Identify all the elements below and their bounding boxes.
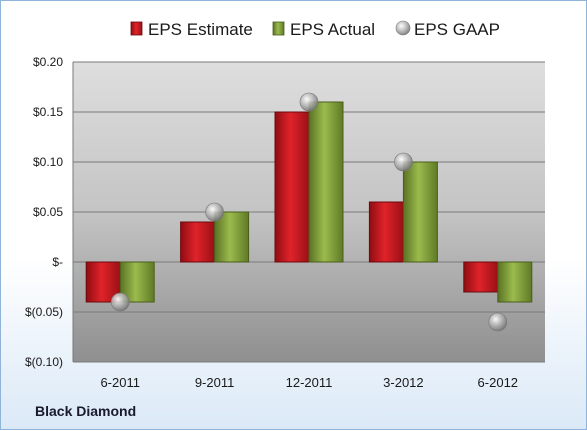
y-tick-label: $(0.05) xyxy=(25,305,63,319)
eps-actual-bar xyxy=(308,101,344,263)
y-tick-label: $0.10 xyxy=(33,155,63,169)
eps-actual-bar xyxy=(214,211,250,263)
eps-gaap-marker xyxy=(205,202,224,222)
legend-label: EPS Estimate xyxy=(148,20,253,39)
eps-estimate-bar xyxy=(274,111,310,263)
legend-eps-actual: EPS Actual xyxy=(272,20,375,39)
x-tick-label: 6-2011 xyxy=(100,375,140,390)
x-tick-label: 3-2012 xyxy=(383,375,423,390)
legend-eps-gaap: EPS GAAP xyxy=(395,20,500,39)
eps-gaap-marker xyxy=(488,312,508,332)
company-name: Black Diamond xyxy=(35,403,137,419)
eps-estimate-bar xyxy=(180,221,216,263)
legend-swatch xyxy=(272,21,285,36)
eps-gaap-marker xyxy=(394,152,413,172)
legend-eps-estimate: EPS Estimate xyxy=(130,20,253,39)
legend-label: EPS Actual xyxy=(290,20,375,39)
x-tick-label: 12-2011 xyxy=(286,375,333,390)
eps-actual-bar xyxy=(497,261,533,303)
x-tick-label: 6-2012 xyxy=(478,375,518,390)
legend-swatch xyxy=(130,21,143,36)
x-tick-label: 9-2011 xyxy=(195,375,235,390)
eps-estimate-bar xyxy=(463,261,499,293)
legend-label: EPS GAAP xyxy=(414,20,500,39)
eps-actual-bar xyxy=(402,161,438,263)
y-tick-label: $0.05 xyxy=(33,205,63,219)
y-tick-label: $- xyxy=(52,255,63,269)
y-tick-label: $0.20 xyxy=(33,55,63,69)
eps-estimate-bar xyxy=(368,201,404,263)
y-tick-label: $(0.10) xyxy=(25,355,63,369)
eps-gaap-marker xyxy=(299,92,319,112)
legend-swatch xyxy=(395,20,411,36)
y-tick-label: $0.15 xyxy=(33,105,63,119)
eps-gaap-marker xyxy=(110,292,130,312)
